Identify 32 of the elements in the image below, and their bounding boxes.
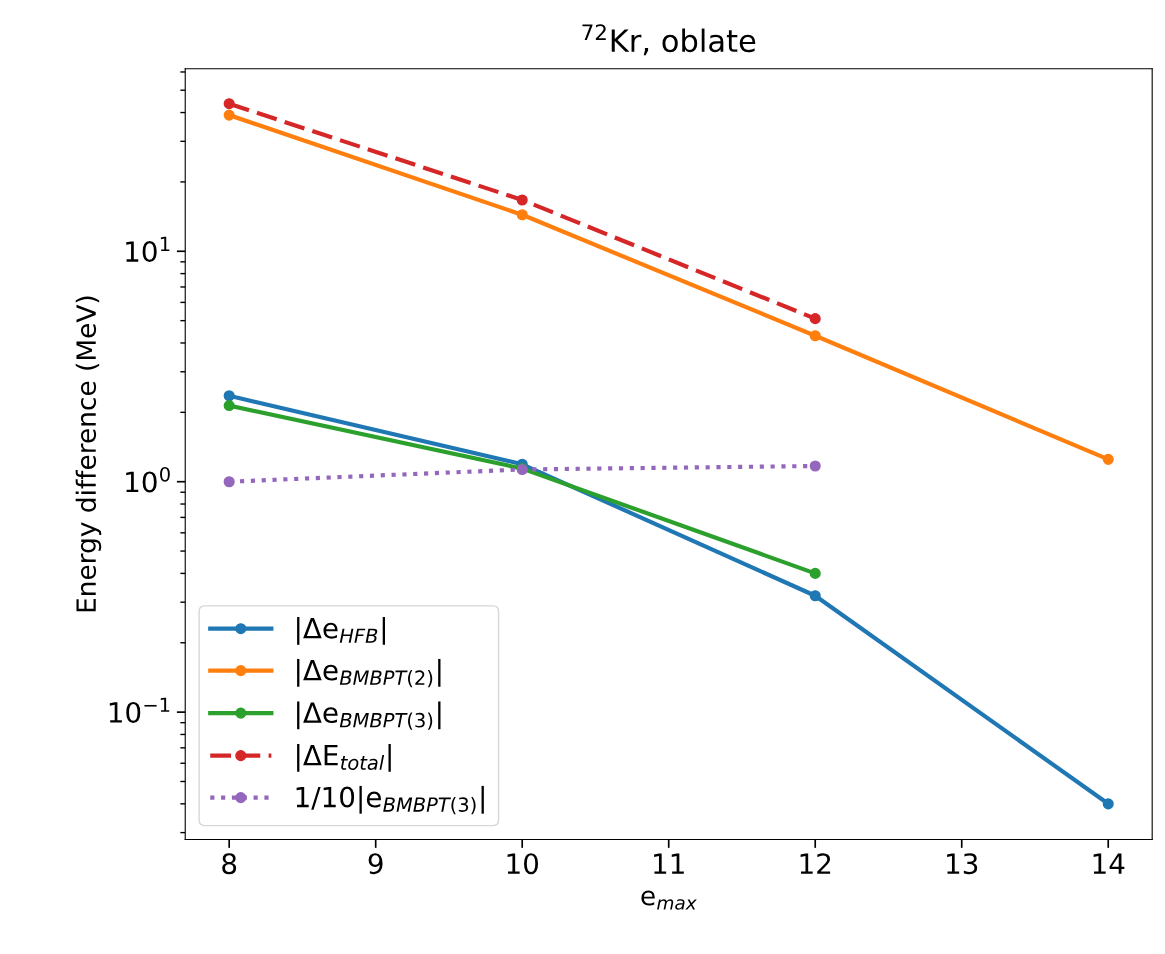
x-axis-title: e$_{max}$	[641, 890, 697, 910]
x-tick-label: 11	[654, 853, 684, 874]
x-tick-label: 10	[507, 853, 539, 875]
y-tick-label: 10$^{0}$	[126, 466, 170, 493]
x-tick-label: 13	[947, 853, 978, 875]
point	[223, 400, 235, 412]
point	[223, 476, 235, 488]
x-tick-label: 14	[1093, 853, 1125, 874]
legend-label: |ΔE$_{total}$|	[297, 743, 391, 772]
point	[516, 194, 528, 206]
legend-label: 1/10|e$_{BMBPT(3)}$|	[296, 785, 484, 815]
legend-label: |Δe$_{HFB}$|	[297, 617, 386, 645]
x-tick-label: 8	[222, 853, 237, 875]
point	[516, 209, 528, 221]
point	[223, 109, 235, 121]
point	[809, 460, 821, 472]
chart-title: $^{72}$Kr, oblate	[582, 24, 756, 56]
point	[809, 330, 821, 342]
legend-label: |Δe$_{BMBPT(2)}$|	[297, 658, 441, 688]
x-tick-label: 12	[800, 853, 831, 874]
x-tick-label: 9	[368, 853, 383, 875]
point	[1102, 798, 1114, 810]
point	[809, 567, 821, 579]
y-axis-title: Energy difference (MeV)	[75, 296, 102, 612]
point	[223, 98, 235, 110]
legend-label: |Δe$_{BMBPT(3)}$|	[297, 701, 441, 730]
point	[809, 590, 821, 602]
y-tick-label: 10$^{1}$	[126, 236, 170, 263]
y-tick-label: 10$^{−1}$	[109, 697, 170, 723]
point	[809, 313, 821, 325]
point	[223, 390, 235, 402]
point	[1102, 453, 1114, 465]
